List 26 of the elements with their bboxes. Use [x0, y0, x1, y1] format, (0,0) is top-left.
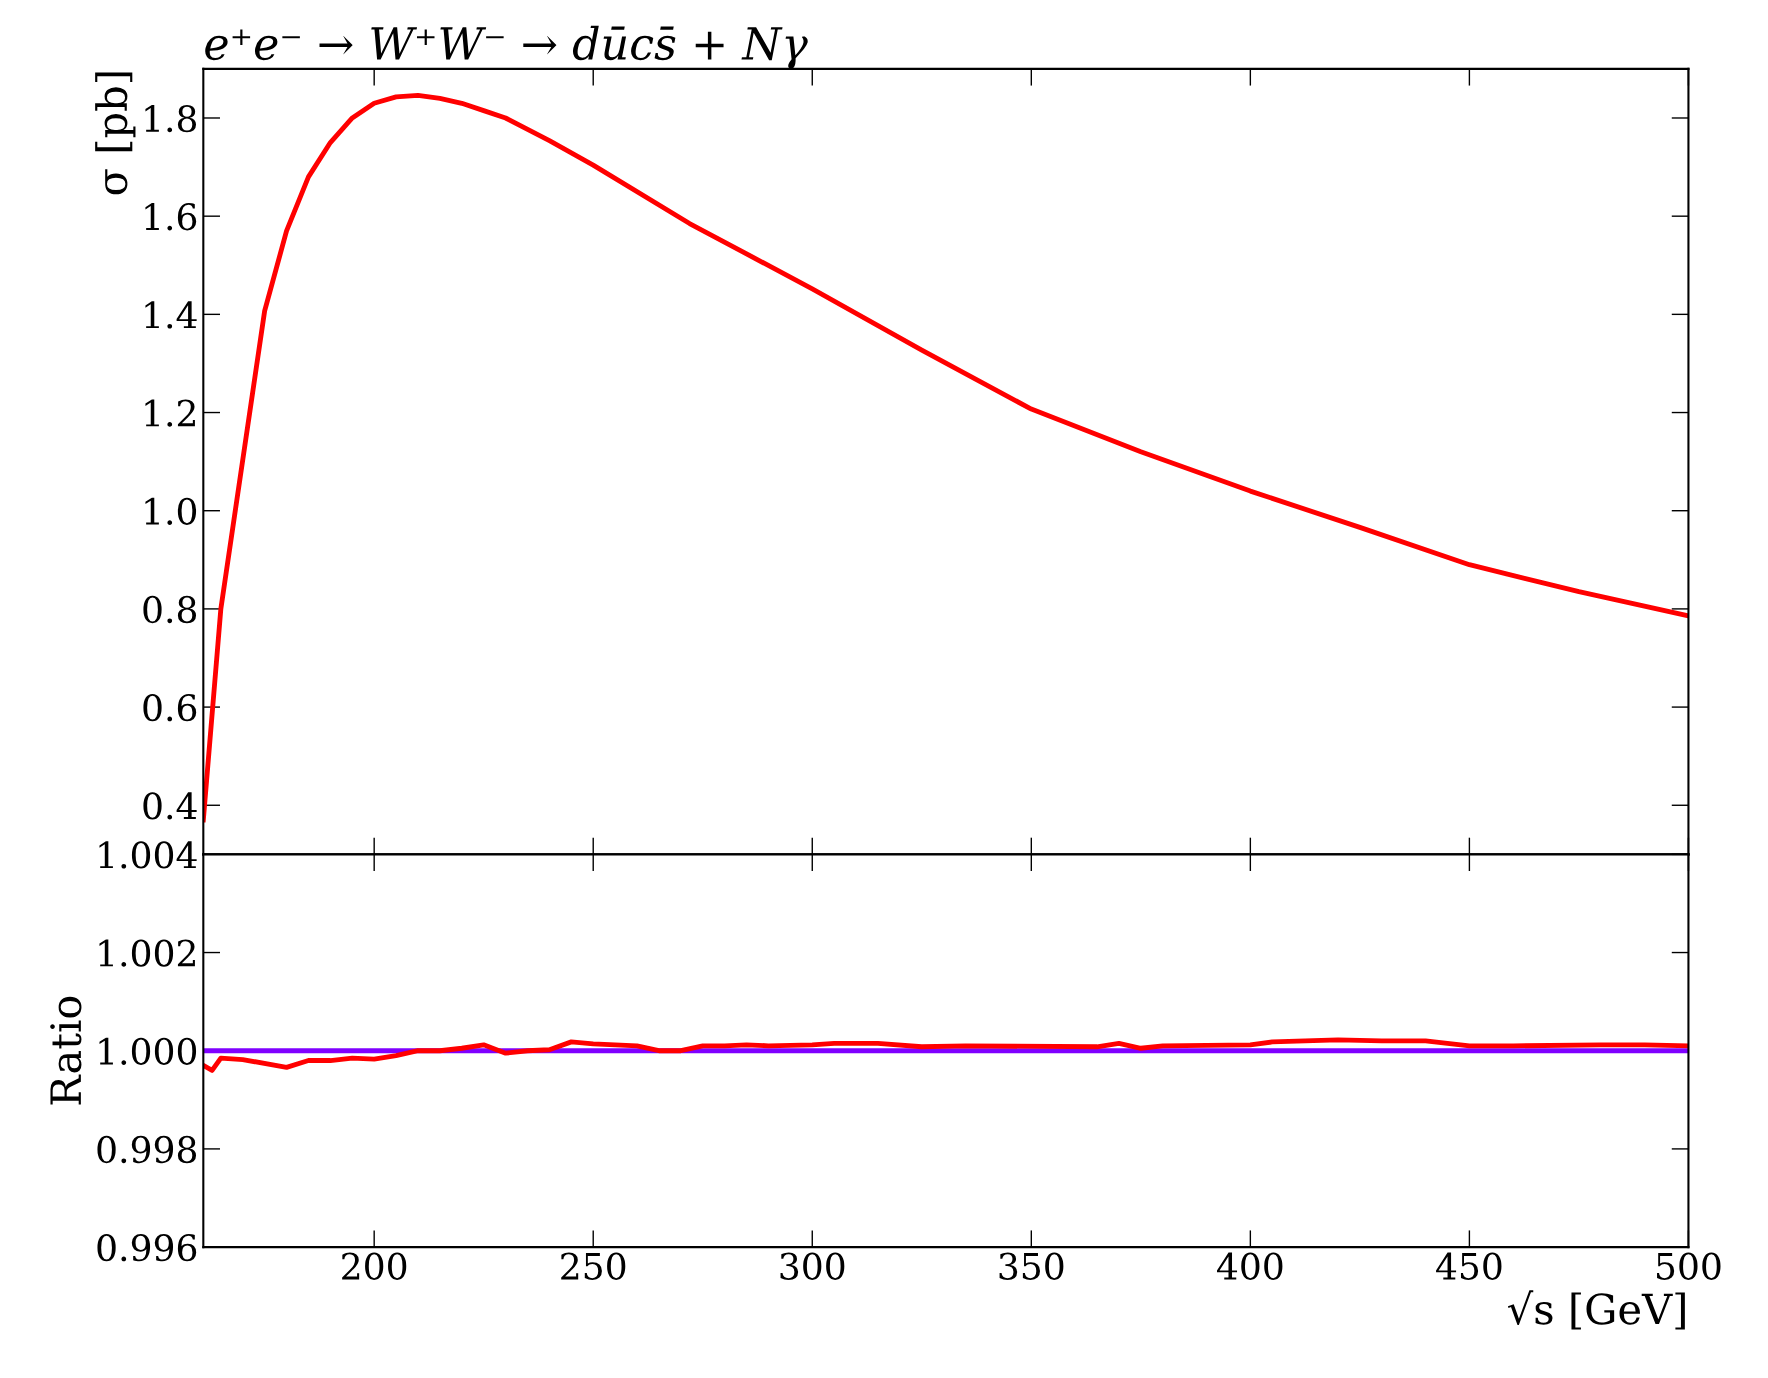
y-tick-label: 1.000: [99, 1037, 197, 1065]
chart-title: e⁺e⁻ → W⁺W⁻ → dūcs̄ + Nγ: [205, 25, 808, 69]
y-tick-label: 1.8: [145, 104, 197, 133]
x-tick-label: 350: [999, 1252, 1064, 1280]
x-tick-label: 200: [342, 1252, 407, 1280]
x-tick-label: 450: [1436, 1252, 1502, 1280]
x-tick-label: 400: [1217, 1252, 1283, 1280]
y-tick-label: 1.002: [99, 939, 195, 967]
y-tick-label: 1.6: [145, 203, 197, 231]
x-tick-label: 500: [1657, 1252, 1721, 1280]
x-tick-label: 300: [780, 1252, 845, 1280]
y-tick-label: 0.998: [97, 1135, 197, 1164]
x-axis-title: √s [GeV]: [1507, 1290, 1685, 1330]
y-tick-label: 0.996: [97, 1234, 197, 1262]
x-tick-label: 250: [561, 1252, 626, 1280]
y-tick-label: 0.6: [143, 694, 197, 722]
line-series: [203, 1037, 1689, 1073]
y-axis-title: Ratio: [50, 996, 82, 1105]
line-series: [203, 92, 1689, 823]
y-tick-label: 1.4: [145, 301, 197, 329]
y-tick-label: 0.4: [143, 792, 197, 820]
y-tick-label: 1.004: [99, 841, 197, 869]
y-tick-label: 0.8: [143, 595, 197, 624]
y-axis-title: σ [pb]: [95, 72, 136, 195]
y-tick-label: 1.0: [145, 497, 197, 525]
y-tick-label: 1.2: [145, 399, 195, 427]
